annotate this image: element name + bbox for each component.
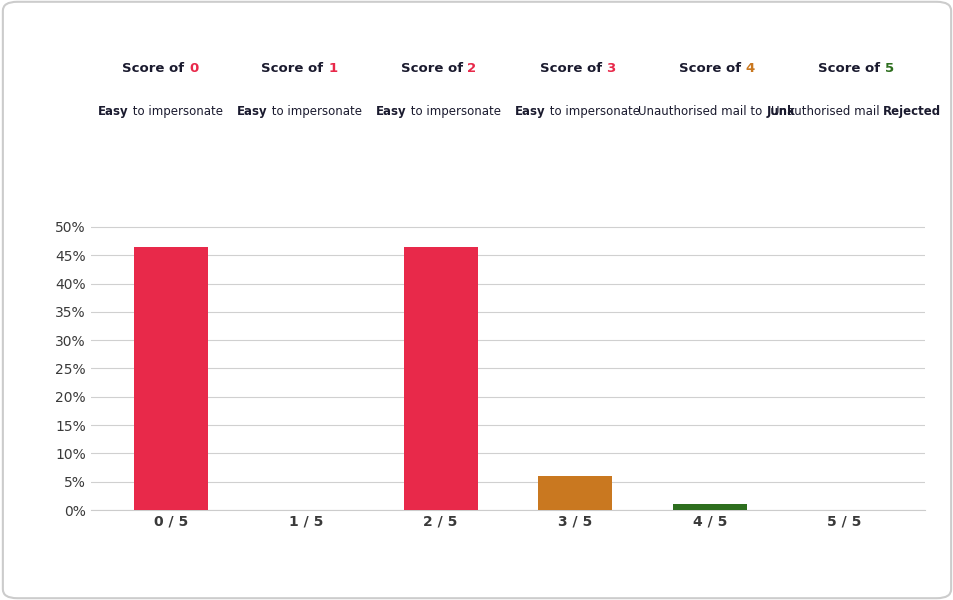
Text: 1: 1 xyxy=(328,62,337,76)
Text: to impersonate: to impersonate xyxy=(129,104,222,118)
Text: Rejected: Rejected xyxy=(882,104,940,118)
Text: Easy: Easy xyxy=(515,104,545,118)
Text: Easy: Easy xyxy=(236,104,268,118)
Bar xyxy=(537,476,612,510)
Bar xyxy=(672,505,746,510)
Text: Unauthorised mail to: Unauthorised mail to xyxy=(638,104,765,118)
FancyBboxPatch shape xyxy=(3,2,950,598)
Bar xyxy=(134,247,208,510)
Text: 3: 3 xyxy=(606,62,615,76)
Text: to impersonate: to impersonate xyxy=(545,104,639,118)
Text: 5: 5 xyxy=(883,62,893,76)
Text: 0: 0 xyxy=(189,62,198,76)
Text: 2: 2 xyxy=(467,62,476,76)
Text: Score of: Score of xyxy=(261,62,328,76)
Text: Score of: Score of xyxy=(122,62,189,76)
Text: to impersonate: to impersonate xyxy=(268,104,361,118)
Text: Unauthorised mail: Unauthorised mail xyxy=(770,104,882,118)
Bar xyxy=(403,247,477,510)
Text: Score of: Score of xyxy=(539,62,606,76)
Text: Easy: Easy xyxy=(98,104,129,118)
Text: Score of: Score of xyxy=(678,62,744,76)
Text: 4: 4 xyxy=(744,62,754,76)
Text: to impersonate: to impersonate xyxy=(406,104,500,118)
Text: Easy: Easy xyxy=(375,104,406,118)
Text: Score of: Score of xyxy=(400,62,467,76)
Text: Junk: Junk xyxy=(765,104,794,118)
Text: Score of: Score of xyxy=(817,62,883,76)
